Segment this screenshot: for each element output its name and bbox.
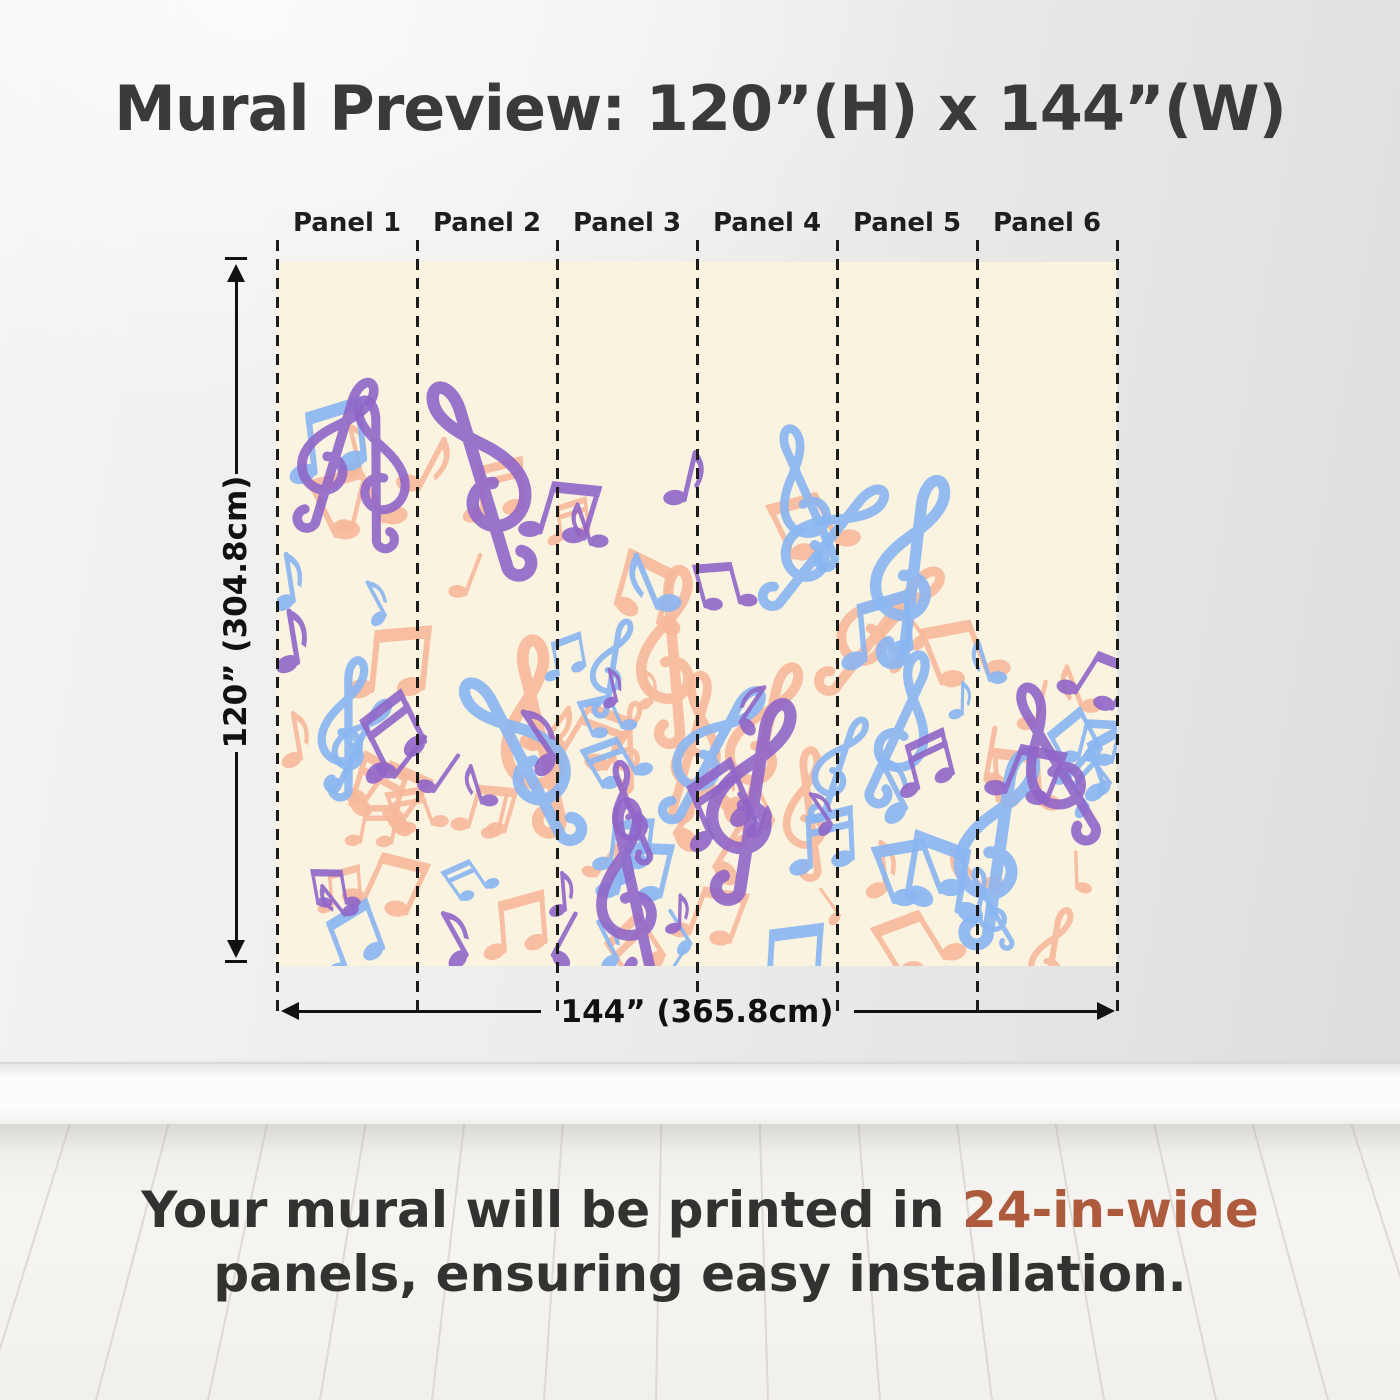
panel-divider-line: [415, 240, 419, 1016]
panel-divider-line: [835, 240, 839, 1016]
panel-label-4: Panel 4: [712, 208, 822, 238]
floor-shadow: [0, 1124, 1400, 1154]
panel-label-2: Panel 2: [432, 208, 542, 238]
caption-line-2: panels, ensuring easy installation.: [213, 1245, 1187, 1303]
panel-label-1: Panel 1: [292, 208, 402, 238]
panel-label-5: Panel 5: [852, 208, 962, 238]
caption-line-1: Your mural will be printed in 24-in-wide: [0, 1178, 1400, 1242]
panel-divider-line: [275, 240, 279, 1016]
panel-divider-line: [555, 240, 559, 1016]
panel-divider-line: [1115, 240, 1119, 1016]
page-title: Mural Preview: 120”(H) x 144”(W): [114, 72, 1287, 145]
caption-line-1-text: Your mural will be printed in: [141, 1181, 962, 1239]
caption-accent: 24-in-wide: [961, 1181, 1259, 1239]
panel-label-6: Panel 6: [992, 208, 1102, 238]
panel-divider-line: [695, 240, 699, 1016]
width-dimension-label: 144” (365.8cm): [560, 994, 834, 1030]
panel-label-3: Panel 3: [572, 208, 682, 238]
panel-divider-line: [975, 240, 979, 1016]
height-dimension-label: 120” (304.8cm): [218, 475, 254, 749]
floor: [0, 1124, 1400, 1400]
caption: Your mural will be printed in 24-in-wide…: [0, 1178, 1400, 1306]
baseboard: [0, 1062, 1400, 1126]
floor-plank-lines: [0, 1124, 1400, 1400]
